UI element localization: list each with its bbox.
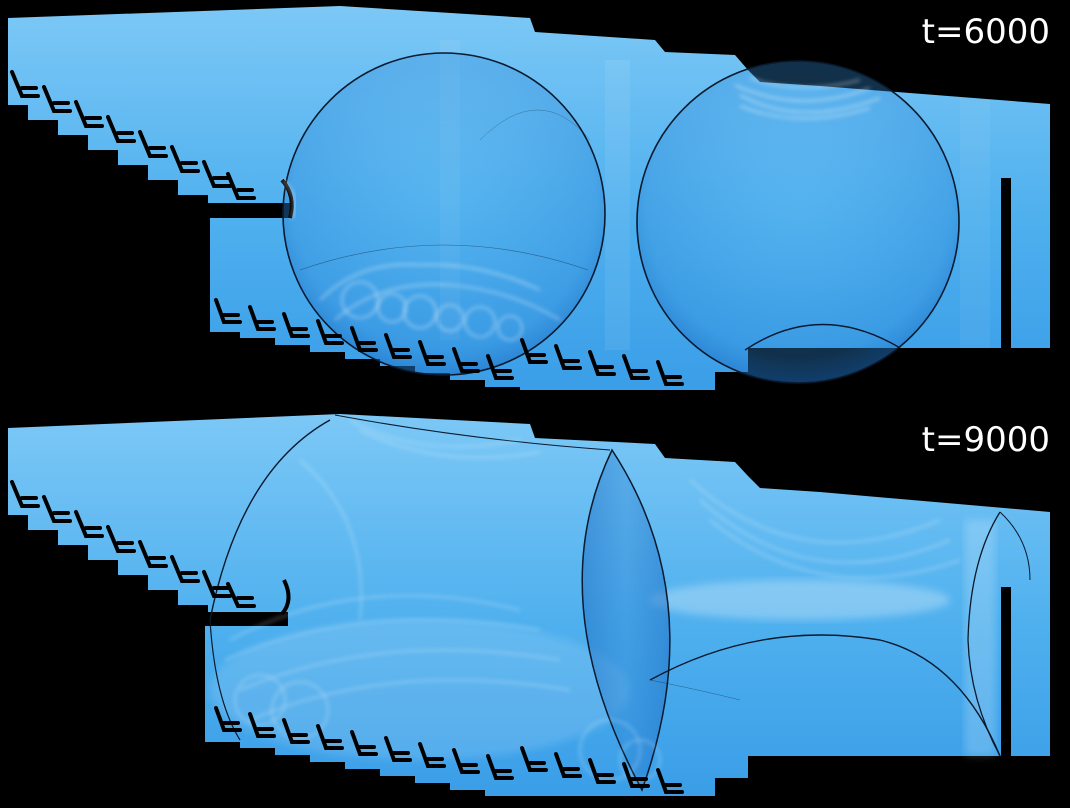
wavefront-lens xyxy=(581,448,671,792)
ripple-cluster-right xyxy=(734,77,881,119)
lower-seating-cut-bottom xyxy=(205,742,555,808)
ripple-cluster-bottom xyxy=(224,419,961,781)
chairs-upper-top xyxy=(10,70,256,200)
frame-time-label-top: t=6000 xyxy=(921,12,1050,52)
chairs-lower-bottom xyxy=(214,706,684,794)
right-wall-top xyxy=(1001,178,1011,348)
chairs-lower-top xyxy=(214,298,684,386)
chairs-upper-bottom xyxy=(10,480,256,608)
right-wall-bottom xyxy=(1001,587,1011,756)
wavefront-sphere-left xyxy=(282,52,606,376)
upper-seating-cut-top xyxy=(0,105,290,340)
frame-top xyxy=(0,6,1050,408)
ripple-cluster-left xyxy=(319,263,561,341)
upper-seating-cut-bottom xyxy=(0,515,288,745)
frame-time-label-bottom: t=9000 xyxy=(921,420,1050,460)
wavefront-sphere-right xyxy=(636,60,960,384)
frame-bottom xyxy=(0,414,1050,808)
lower-seating-cut-top xyxy=(205,332,590,408)
wavefront-arc-left xyxy=(209,419,331,621)
